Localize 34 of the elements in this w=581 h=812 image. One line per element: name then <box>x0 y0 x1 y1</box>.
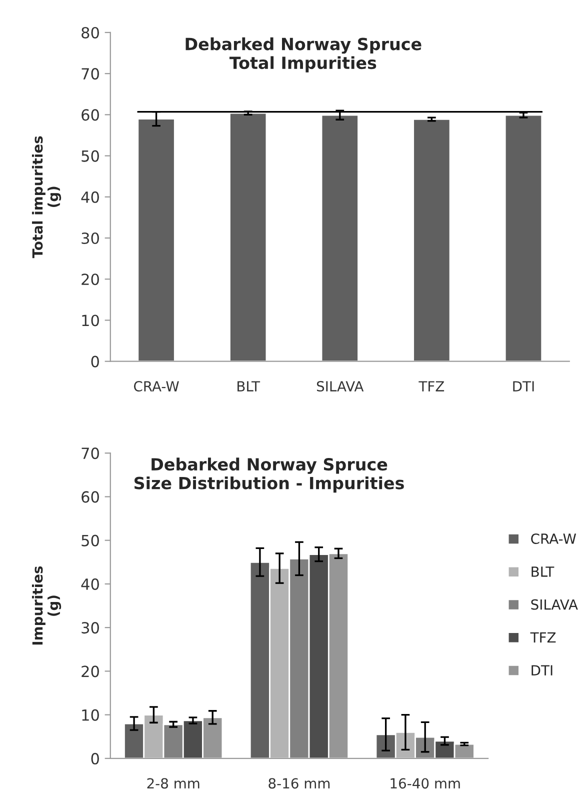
y-tick-label: 30 <box>82 622 99 634</box>
x-tick-label: DTI <box>513 381 534 392</box>
x-tick-label: TFZ <box>418 381 444 392</box>
text: Debarked Norway Spruce Size Distribution - Impurities <box>134 458 404 493</box>
y-tick-label: 40 <box>81 578 99 590</box>
legend-label: BLT <box>532 566 554 577</box>
legend-label: SILAVA <box>531 599 578 610</box>
x-tick-label: 2-8 mm <box>147 778 200 789</box>
y-tick-label: 80 <box>82 26 99 38</box>
x-tick-label: SILAVA <box>316 381 364 392</box>
legend-label: CRA-W <box>531 534 576 544</box>
y-tick-label: 50 <box>82 534 99 546</box>
y-tick-label: 50 <box>82 150 99 162</box>
x-tick-label: CRA-W <box>134 381 179 392</box>
y-tick-label: 40 <box>81 191 99 203</box>
y-tick-label: 30 <box>82 232 99 244</box>
x-tick-label: BLT <box>238 381 260 392</box>
x-tick-label: 8-16 mm <box>268 778 330 789</box>
y-tick-label: 20 <box>82 274 99 286</box>
y-tick-label: 10 <box>82 709 99 721</box>
legend-label: DTI <box>532 665 552 676</box>
y-tick-label: 70 <box>82 68 99 80</box>
y-axis-title: Impurities (g) <box>32 566 62 645</box>
y-tick-label: 0 <box>91 752 99 764</box>
y-tick-label: 0 <box>91 356 99 368</box>
y-tick-label: 60 <box>82 491 99 503</box>
y-tick-label: 10 <box>82 314 99 326</box>
legend-label: TFZ <box>530 632 556 642</box>
y-tick-label: 60 <box>82 109 99 121</box>
y-tick-label: 20 <box>82 666 99 678</box>
text: Debarked Norway Spruce Total Impurities <box>186 37 422 72</box>
y-tick-label: 70 <box>82 448 99 460</box>
x-tick-label: 16-40 mm <box>390 778 460 789</box>
y-axis-title: Total impurities (g) <box>32 136 62 258</box>
